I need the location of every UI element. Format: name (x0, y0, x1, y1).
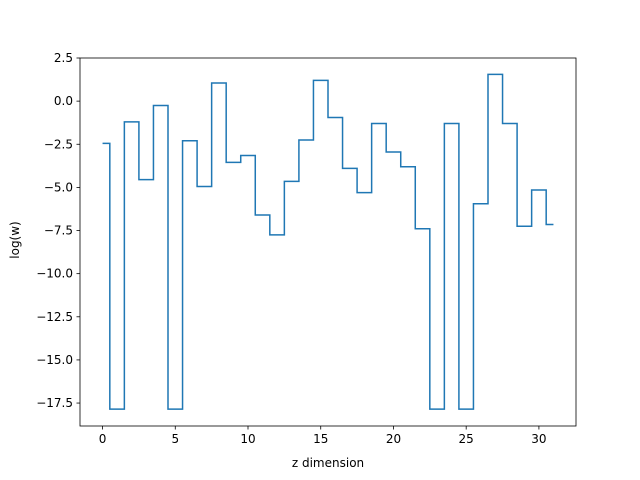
y-tick-label: −2.5 (44, 137, 73, 151)
x-tick-label: 0 (99, 432, 107, 446)
x-axis-ticks: 0 5 10 15 20 25 30 (99, 426, 547, 446)
y-axis-ticks: 2.5 0.0 −2.5 −5.0 −7.5 −10.0 −12.5 −15.0 −17.5 (36, 51, 80, 410)
plot-area (102, 73, 554, 410)
y-axis-label: log(w) (8, 221, 22, 258)
x-tick-label: 15 (313, 432, 328, 446)
x-tick-label: 30 (531, 432, 546, 446)
series-line (102, 73, 554, 410)
x-tick-label: 5 (171, 432, 179, 446)
x-tick-label: 25 (459, 432, 474, 446)
y-tick-label: −10.0 (36, 267, 73, 281)
axes-frame (79, 57, 577, 427)
y-tick-label: 0.0 (54, 94, 73, 108)
y-tick-label: 2.5 (54, 51, 73, 65)
y-tick-label: −15.0 (36, 353, 73, 367)
y-tick-label: −17.5 (36, 396, 73, 410)
y-tick-label: −12.5 (36, 310, 73, 324)
x-tick-label: 20 (386, 432, 401, 446)
y-tick-label: −7.5 (44, 224, 73, 238)
x-tick-label: 10 (240, 432, 255, 446)
x-axis-label: z dimension (292, 456, 364, 470)
y-tick-label: −5.0 (44, 180, 73, 194)
